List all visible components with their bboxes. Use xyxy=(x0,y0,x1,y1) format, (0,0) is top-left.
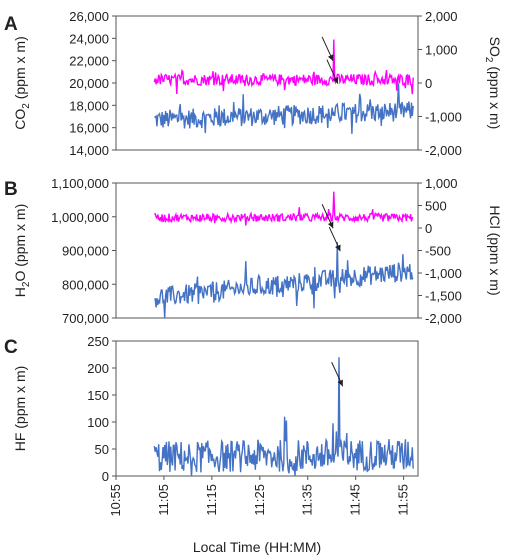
right-axis-label-part: SO xyxy=(487,37,503,57)
left-tick-label: 26,000 xyxy=(69,9,109,24)
left-tick-label: 900,000 xyxy=(62,244,109,259)
panel-label: A xyxy=(4,14,18,35)
left-axis-label-part: 2 xyxy=(21,281,32,287)
right-tick-label: -1,000 xyxy=(425,266,462,281)
left-axis-label-part: CO xyxy=(12,109,28,130)
panel-label: C xyxy=(4,337,18,358)
x-tick-label: 11:05 xyxy=(156,484,171,516)
left-tick-label: 700,000 xyxy=(62,311,109,326)
right-tick-label: 1,000 xyxy=(425,43,458,58)
left-tick-label: 14,000 xyxy=(69,143,109,158)
x-axis-label: Local Time (HH:MM) xyxy=(193,539,321,555)
left-tick-label: 200 xyxy=(87,361,109,376)
right-axis-label-part: 2 xyxy=(483,57,494,63)
right-tick-label: 0 xyxy=(425,76,432,91)
right-tick-label: 2,000 xyxy=(425,9,458,24)
annotation-arrow xyxy=(321,36,334,62)
x-tick-label: 11:45 xyxy=(348,484,363,516)
left-axis-label-part: H xyxy=(12,287,28,297)
right-axis-label: SO2 (ppm x m) xyxy=(483,37,503,130)
left-axis-label-part: 2 xyxy=(21,103,32,109)
left-tick-label: 20,000 xyxy=(69,76,109,91)
x-tick-label: 10:55 xyxy=(108,484,123,517)
right-axis-label: HCl (ppm x m) xyxy=(487,205,503,295)
x-tick-label: 11:35 xyxy=(300,484,315,516)
left-axis-label-part: (ppm x m) xyxy=(12,36,28,103)
right-tick-label: 500 xyxy=(425,199,447,214)
series-line-left xyxy=(153,357,414,477)
series-line-right xyxy=(154,191,414,226)
right-tick-label: -1,000 xyxy=(425,110,462,125)
panel-B: B 700,000 800,000 900,000 1,000,000 1,100,000… xyxy=(4,176,503,326)
annotation-arrow xyxy=(331,362,344,387)
left-tick-label: 1,100,000 xyxy=(51,176,109,191)
left-tick-label: 16,000 xyxy=(69,121,109,136)
series-line-right xyxy=(153,39,414,95)
right-axis-label-part: HCl (ppm x m) xyxy=(487,205,503,295)
left-tick-label: 18,000 xyxy=(69,98,109,113)
annotation-arrow xyxy=(321,204,334,229)
panel-label: B xyxy=(4,179,18,200)
left-axis-label: CO2 (ppm x m) xyxy=(12,36,32,129)
x-tick-label: 11:15 xyxy=(204,484,219,516)
left-tick-label: 800,000 xyxy=(62,277,109,292)
left-axis-label: HF (ppm x m) xyxy=(12,366,28,452)
right-tick-label: 0 xyxy=(425,221,432,236)
right-tick-label: -2,000 xyxy=(425,143,462,158)
panel-A: A14,00016,00018,00020,00022,00024,00026,… xyxy=(4,9,503,158)
left-tick-label: 250 xyxy=(87,334,109,349)
left-axis-label-part: O (ppm x m) xyxy=(12,204,28,282)
x-tick-label: 11:25 xyxy=(252,484,267,516)
left-tick-label: 22,000 xyxy=(69,54,109,69)
left-axis-label-part: HF (ppm x m) xyxy=(12,366,28,452)
right-tick-label: 1,000 xyxy=(425,176,458,191)
left-axis-label: H2O (ppm x m) xyxy=(12,204,32,297)
left-tick-label: 50 xyxy=(95,442,109,457)
left-tick-label: 150 xyxy=(87,388,109,403)
right-tick-label: -500 xyxy=(425,244,451,259)
panel-C: C 0 50 100 150 200 250 HF (ppm x m) xyxy=(4,334,419,484)
left-tick-label: 1,000,000 xyxy=(51,210,109,225)
right-tick-label: -1,500 xyxy=(425,289,462,304)
plot-frame xyxy=(115,340,419,477)
left-tick-label: 24,000 xyxy=(69,31,109,46)
left-tick-label: 100 xyxy=(87,415,109,430)
series-line-left xyxy=(153,83,414,134)
plot-frame xyxy=(115,182,419,319)
right-tick-label: -2,000 xyxy=(425,311,462,326)
right-axis-label-part: (ppm x m) xyxy=(487,62,503,129)
left-tick-label: 0 xyxy=(102,469,109,484)
annotation-arrow xyxy=(328,226,341,252)
annotation-arrow xyxy=(326,59,339,84)
series-line-left xyxy=(153,242,414,319)
x-tick-label: 11:55 xyxy=(396,484,411,516)
